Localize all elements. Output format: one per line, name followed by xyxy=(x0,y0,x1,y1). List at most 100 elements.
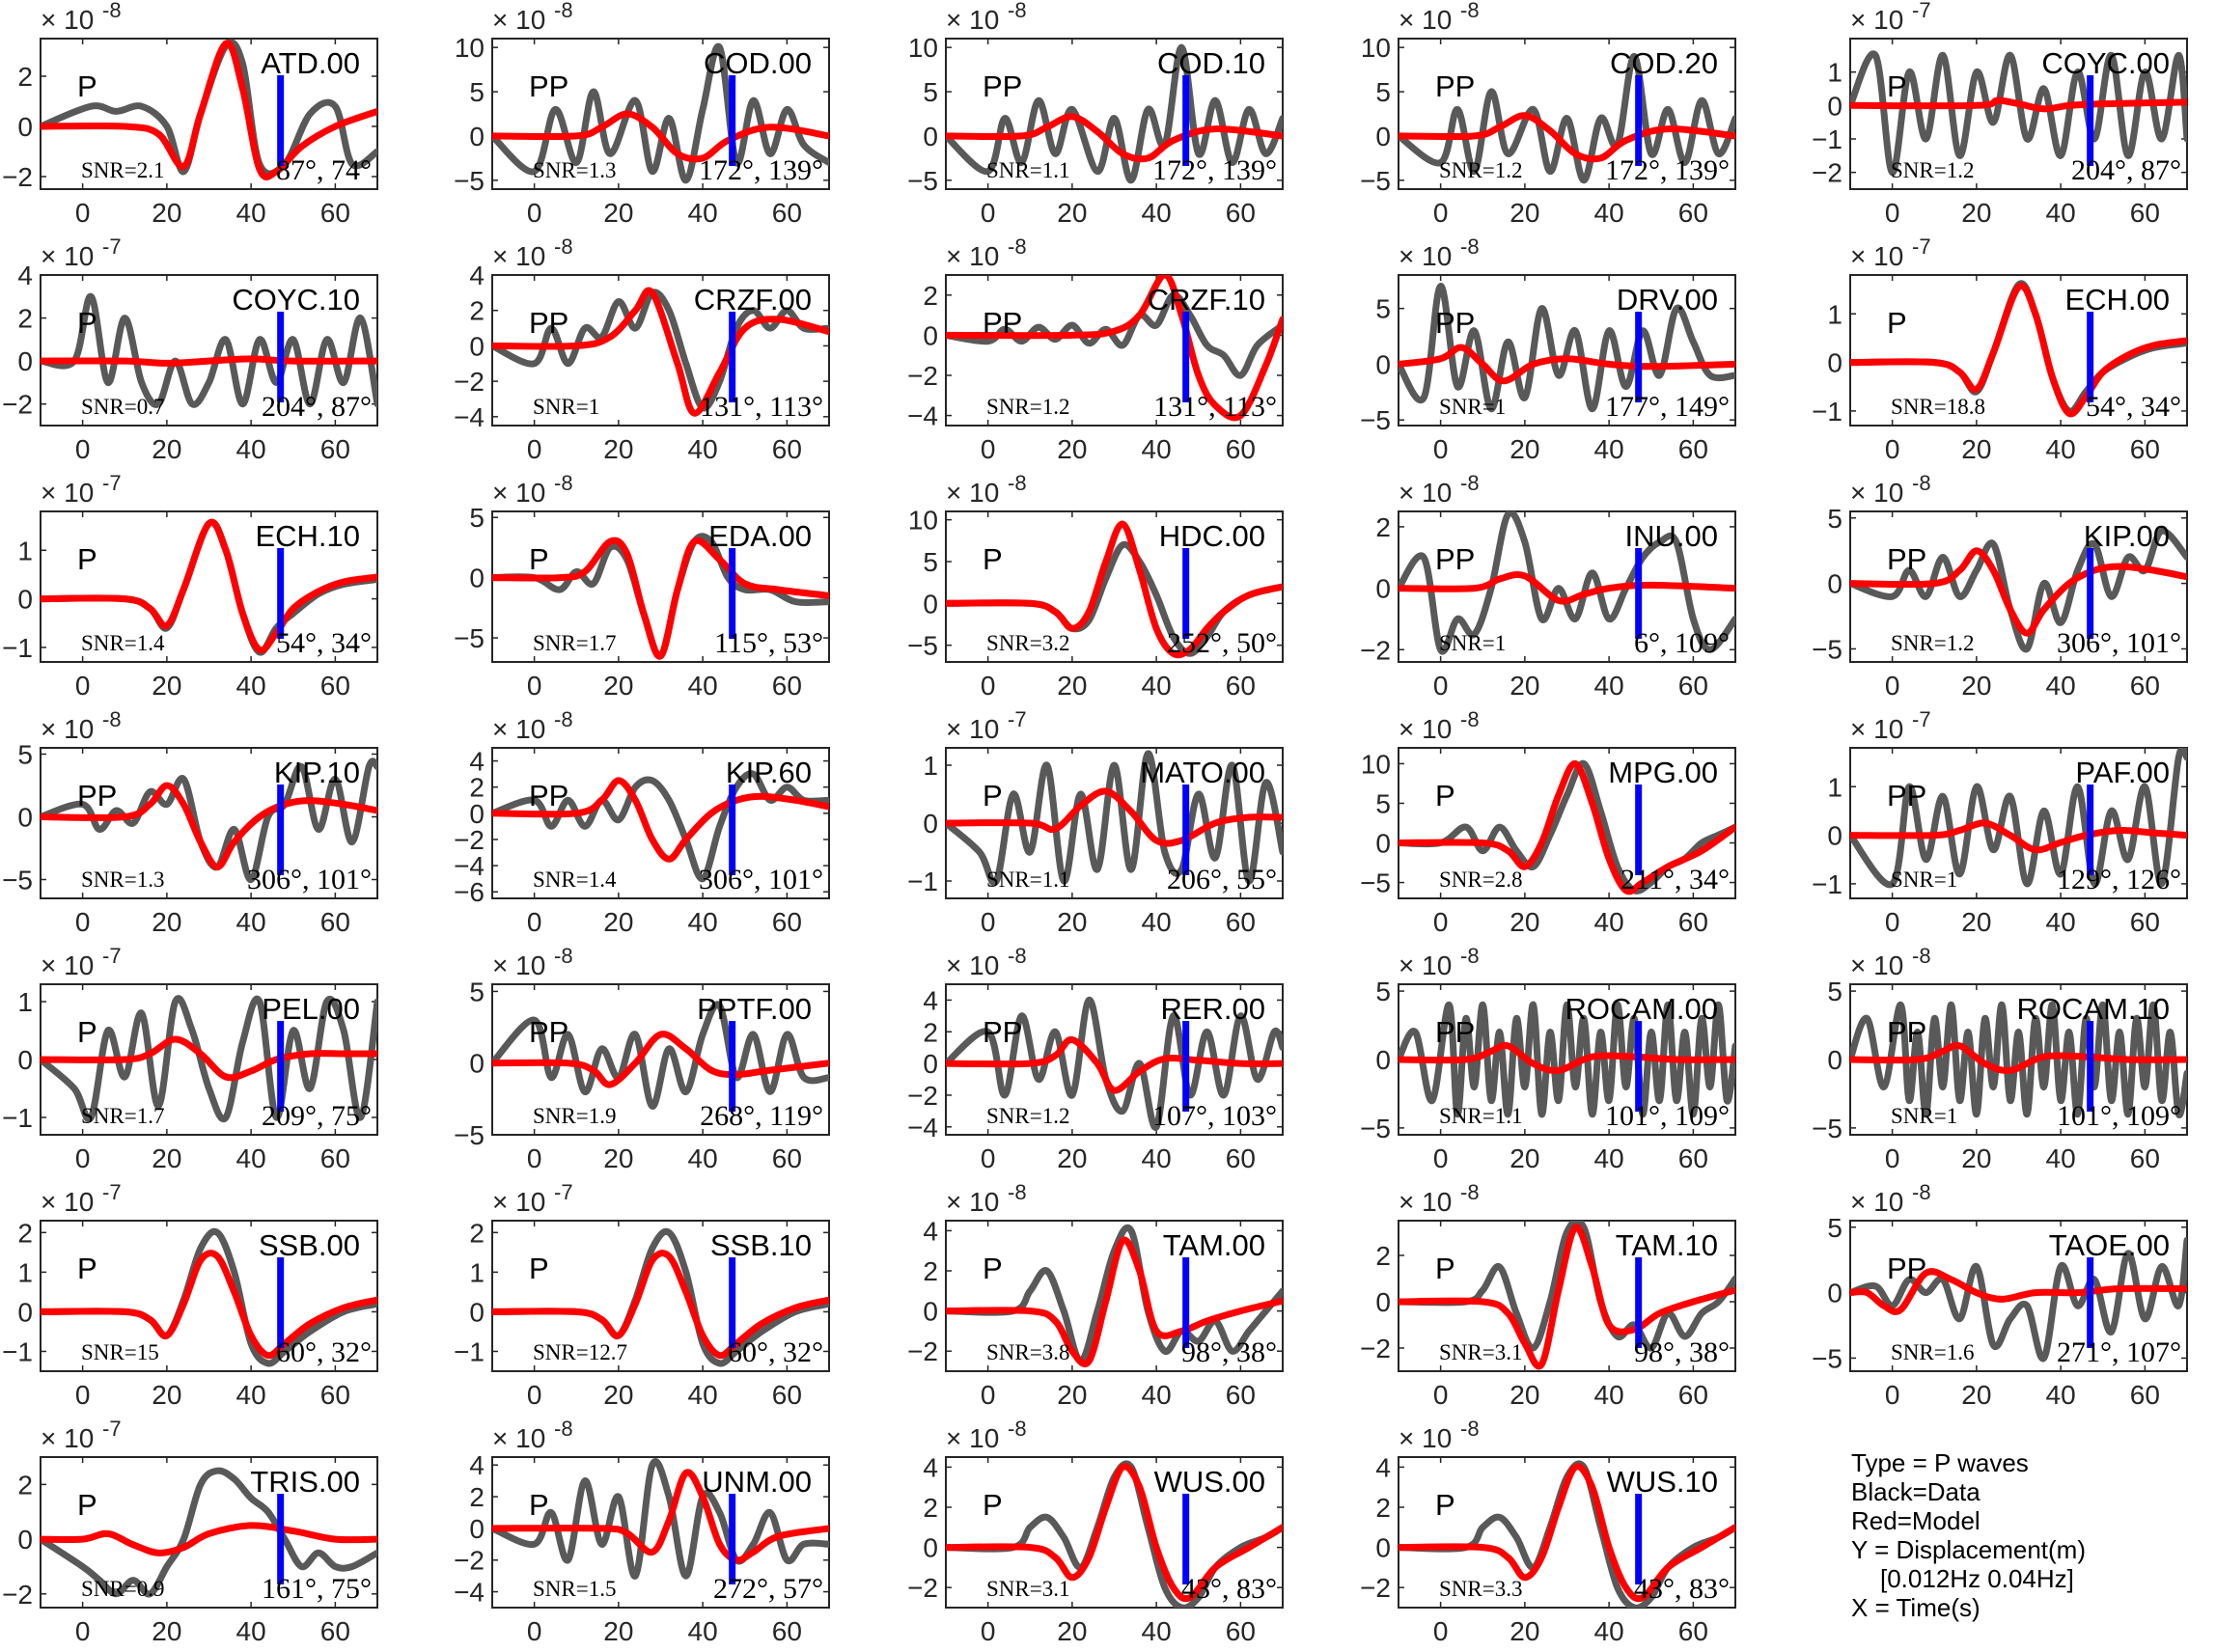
x-tick-label: 40 xyxy=(688,1616,718,1646)
y-tick-label: 2 xyxy=(923,1256,938,1286)
y-tick-label: −5 xyxy=(1812,1343,1842,1373)
y-tick-label: −2 xyxy=(454,1546,485,1576)
panel-inu-00: 0 20 40 60 −2 0 2 × 10 -8 PP INU.00 SNR=1 6°, 109° xyxy=(1360,471,1736,701)
x-tick-label: 40 xyxy=(236,907,266,937)
x-tick-label: 20 xyxy=(1510,1616,1539,1646)
panel-tris-00: 0 20 40 60 −2 0 2 × 10 -7 P TRIS.00 SNR=0.9 161°, 75… xyxy=(2,1417,378,1646)
y-exponent-power: -8 xyxy=(1460,944,1480,968)
y-exponent-label: × 10 xyxy=(1399,478,1452,508)
snr-label: SNR=15 xyxy=(81,1340,159,1364)
x-tick-label: 60 xyxy=(1226,1380,1256,1410)
station-label: HDC.00 xyxy=(1159,519,1265,553)
y-tick-label: 5 xyxy=(1827,504,1842,534)
x-tick-label: 40 xyxy=(688,907,718,937)
snr-label: SNR=1.7 xyxy=(533,631,616,655)
x-tick-label: 20 xyxy=(152,198,181,228)
panel-cod-20: 0 20 40 60 −5 0 5 10 × 10 -8 PP COD.20 SNR=1.2 172°, … xyxy=(1360,0,1736,228)
axes-frame xyxy=(945,274,1284,427)
y-tick-label: −1 xyxy=(2,1103,33,1133)
snr-label: SNR=3.8 xyxy=(986,1340,1069,1364)
x-tick-label: 40 xyxy=(1594,1380,1624,1410)
y-tick-label: 0 xyxy=(469,1049,485,1079)
waveform-traces xyxy=(1399,759,1735,895)
model-trace xyxy=(1850,1041,2187,1075)
y-tick-label: −4 xyxy=(454,1578,485,1608)
x-tick-label: 40 xyxy=(236,1616,266,1646)
x-tick-label: 0 xyxy=(1885,1143,1900,1173)
model-trace xyxy=(41,518,377,654)
y-tick-label: 4 xyxy=(469,747,485,777)
phase-label: P xyxy=(983,542,1003,576)
x-tick-label: 40 xyxy=(236,198,266,228)
x-tick-label: 20 xyxy=(1057,198,1087,228)
y-tick-label: 5 xyxy=(1375,788,1391,818)
x-tick-label: 20 xyxy=(1961,1143,1991,1173)
x-tick-label: 40 xyxy=(236,434,266,464)
y-exponent-label: × 10 xyxy=(41,714,94,744)
station-label: TAM.10 xyxy=(1616,1228,1718,1262)
snr-label: SNR=18.8 xyxy=(1891,395,1985,419)
y-exponent-label: × 10 xyxy=(1850,950,1903,980)
station-label: INU.00 xyxy=(1625,519,1718,553)
y-exponent-power: -8 xyxy=(102,707,122,731)
x-tick-label: 20 xyxy=(1961,907,1991,937)
x-tick-label: 40 xyxy=(688,434,718,464)
phase-label: P xyxy=(1435,1488,1455,1522)
azimuth-label: 101°, 109° xyxy=(1605,1100,1730,1132)
snr-label: SNR=3.2 xyxy=(986,631,1069,655)
azimuth-label: 252°, 50° xyxy=(1167,627,1277,659)
phase-label: P xyxy=(529,542,549,576)
x-tick-label: 60 xyxy=(1226,434,1256,464)
y-tick-label: −2 xyxy=(2,1580,33,1610)
x-tick-label: 60 xyxy=(772,1380,802,1410)
y-exponent-label: × 10 xyxy=(1399,1423,1452,1453)
phase-label: P xyxy=(77,1252,97,1285)
y-tick-label: −1 xyxy=(2,633,33,663)
y-tick-label: 0 xyxy=(17,112,33,142)
y-exponent-power: -7 xyxy=(102,234,122,259)
azimuth-label: 43°, 83° xyxy=(1634,1573,1730,1605)
x-tick-label: 0 xyxy=(1433,1143,1449,1173)
y-exponent-power: -8 xyxy=(1460,707,1480,731)
azimuth-label: 204°, 87° xyxy=(2071,154,2181,186)
y-exponent-label: × 10 xyxy=(1850,5,1903,35)
y-exponent-label: × 10 xyxy=(41,950,94,980)
y-tick-label: −6 xyxy=(454,877,485,907)
x-tick-label: 0 xyxy=(1433,434,1449,464)
y-tick-label: 0 xyxy=(1827,1045,1842,1075)
x-tick-label: 60 xyxy=(320,907,350,937)
panel-ssb-10: 0 20 40 60 −1 0 1 2× 10 -7 P SSB.10 SNR=12.7 60°, 32… xyxy=(454,1180,830,1410)
x-tick-label: 40 xyxy=(1142,434,1172,464)
y-tick-label: 0 xyxy=(923,809,938,839)
data-trace xyxy=(41,757,377,884)
station-label: ECH.10 xyxy=(255,519,360,553)
panel-rocam-10: 0 20 40 60 −5 0 5 × 10 -8 PP ROCAM.10 SNR=1 101°, 10… xyxy=(1812,944,2188,1173)
x-tick-label: 20 xyxy=(1510,907,1539,937)
model-trace xyxy=(1850,96,2187,113)
azimuth-label: 60°, 32° xyxy=(728,1336,823,1368)
x-tick-label: 40 xyxy=(2046,1143,2076,1173)
y-tick-label: −4 xyxy=(454,851,485,881)
y-exponent-label: × 10 xyxy=(946,5,999,35)
y-exponent-power: -7 xyxy=(1008,707,1027,731)
phase-label: PP xyxy=(529,306,568,340)
y-tick-label: 1 xyxy=(1827,58,1842,88)
data-trace xyxy=(1399,283,1735,413)
panel-cod-10: 0 20 40 60 −5 0 5 10 × 10 -8 PP COD.10 SNR=1.1 172°, … xyxy=(907,0,1284,228)
x-tick-label: 20 xyxy=(1510,434,1539,464)
data-trace xyxy=(1399,511,1735,655)
phase-label: P xyxy=(77,69,97,103)
y-exponent-power: -7 xyxy=(554,1180,573,1204)
x-tick-label: 40 xyxy=(1594,1143,1624,1173)
x-tick-label: 60 xyxy=(2130,434,2160,464)
y-tick-label: −4 xyxy=(907,401,938,431)
model-trace xyxy=(946,1463,1283,1603)
snr-label: SNR=3.1 xyxy=(1439,1340,1522,1364)
x-tick-label: 0 xyxy=(981,1143,996,1173)
model-trace xyxy=(946,275,1283,422)
y-exponent-power: -8 xyxy=(554,944,573,968)
panel-atd-00: 0 20 40 60 −2 0 2 × 10 -8 P ATD.00 SNR=2.1 87°, 74° xyxy=(2,0,378,228)
x-tick-label: 60 xyxy=(772,1143,802,1173)
waveform-traces xyxy=(946,1224,1283,1367)
station-label: RER.00 xyxy=(1160,992,1265,1026)
